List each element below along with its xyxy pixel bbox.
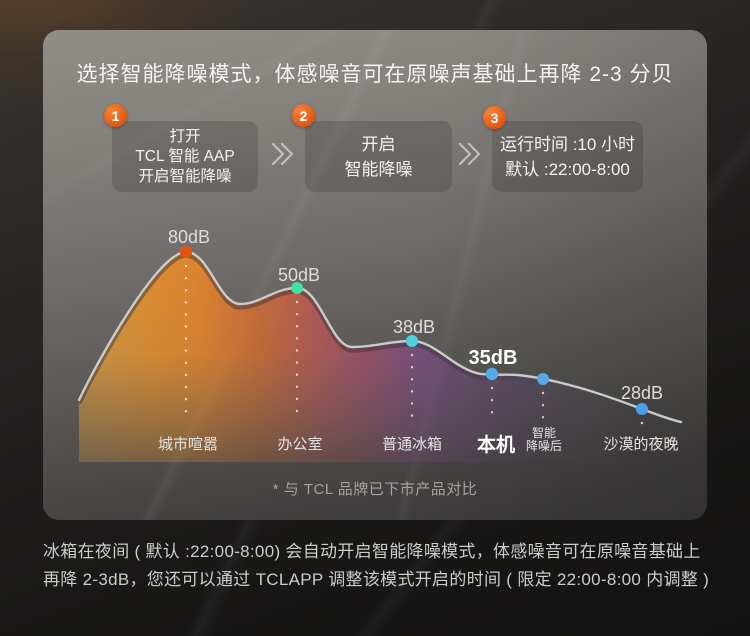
axis-label-normal-fridge: 普通冰箱 xyxy=(381,436,443,453)
axis-label-after-nr-line2: 降噪后 xyxy=(525,439,563,453)
chart-curve-line xyxy=(77,250,683,424)
dot-office-50db xyxy=(291,282,303,294)
dot-city-noise-80db xyxy=(180,246,192,258)
step-3-line-1: 运行时间 :10 小时 xyxy=(499,134,636,154)
step-1-number-badge: 1 xyxy=(104,104,127,127)
axis-label-office: 办公室 xyxy=(277,436,323,453)
step-2-line-2: 智能降噪 xyxy=(344,159,413,179)
value-label-28db: 28dB xyxy=(620,383,664,403)
bottom-description: 冰箱在夜间 ( 默认 :22:00-8:00) 会自动开启智能降噪模式，体感噪音… xyxy=(43,542,710,589)
chart-area-fill xyxy=(79,252,681,462)
step-2-number-badge: 2 xyxy=(292,104,315,127)
noise-level-chart xyxy=(76,246,683,462)
comparison-footnote: * 与 TCL 品牌已下市产品对比 xyxy=(272,481,478,498)
step-1-box: 打开 TCL 智能 AAP 开启智能降噪 xyxy=(112,121,258,192)
value-label-80db: 80dB xyxy=(167,227,211,247)
dot-this-unit-35db xyxy=(485,367,499,381)
axis-label-after-noise-reduction: 智能 降噪后 xyxy=(526,427,562,453)
step-3-line-2: 默认 :22:00-8:00 xyxy=(505,159,630,179)
step-1-line-2: TCL 智能 AAP xyxy=(135,147,235,165)
chevron-right-icon-2 xyxy=(457,140,483,168)
dotted-guide-lines xyxy=(184,264,644,433)
value-label-35db: 35dB xyxy=(468,347,518,369)
product-info-panel: 选择智能降噪模式，体感噪音可在原噪声基础上再降 2-3 分贝 打开 TCL 智能… xyxy=(43,30,707,520)
page-title: 选择智能降噪模式，体感噪音可在原噪声基础上再降 2-3 分贝 xyxy=(76,63,674,86)
chevron-right-icon-1 xyxy=(270,140,296,168)
curve-shadow xyxy=(76,252,682,428)
step-3-number-badge: 3 xyxy=(483,106,506,129)
step-1-line-3: 开启智能降噪 xyxy=(138,167,232,185)
axis-label-after-nr-line1: 智能 xyxy=(531,426,557,440)
step-2-line-1: 开启 xyxy=(361,134,396,154)
dot-after-noise-reduction xyxy=(537,373,549,385)
step-2-box: 开启 智能降噪 xyxy=(305,121,452,192)
value-label-50db: 50dB xyxy=(277,265,321,285)
dot-normal-fridge-38db xyxy=(406,335,418,347)
axis-label-this-unit: 本机 xyxy=(476,435,516,456)
axis-label-city-noise: 城市喧嚣 xyxy=(157,436,219,453)
axis-label-desert-night: 沙漠的夜晚 xyxy=(603,436,679,453)
step-3-box: 运行时间 :10 小时 默认 :22:00-8:00 xyxy=(492,121,643,192)
dot-desert-night-28db xyxy=(636,403,648,415)
step-1-line-1: 打开 xyxy=(169,127,201,145)
value-label-38db: 38dB xyxy=(392,317,436,337)
